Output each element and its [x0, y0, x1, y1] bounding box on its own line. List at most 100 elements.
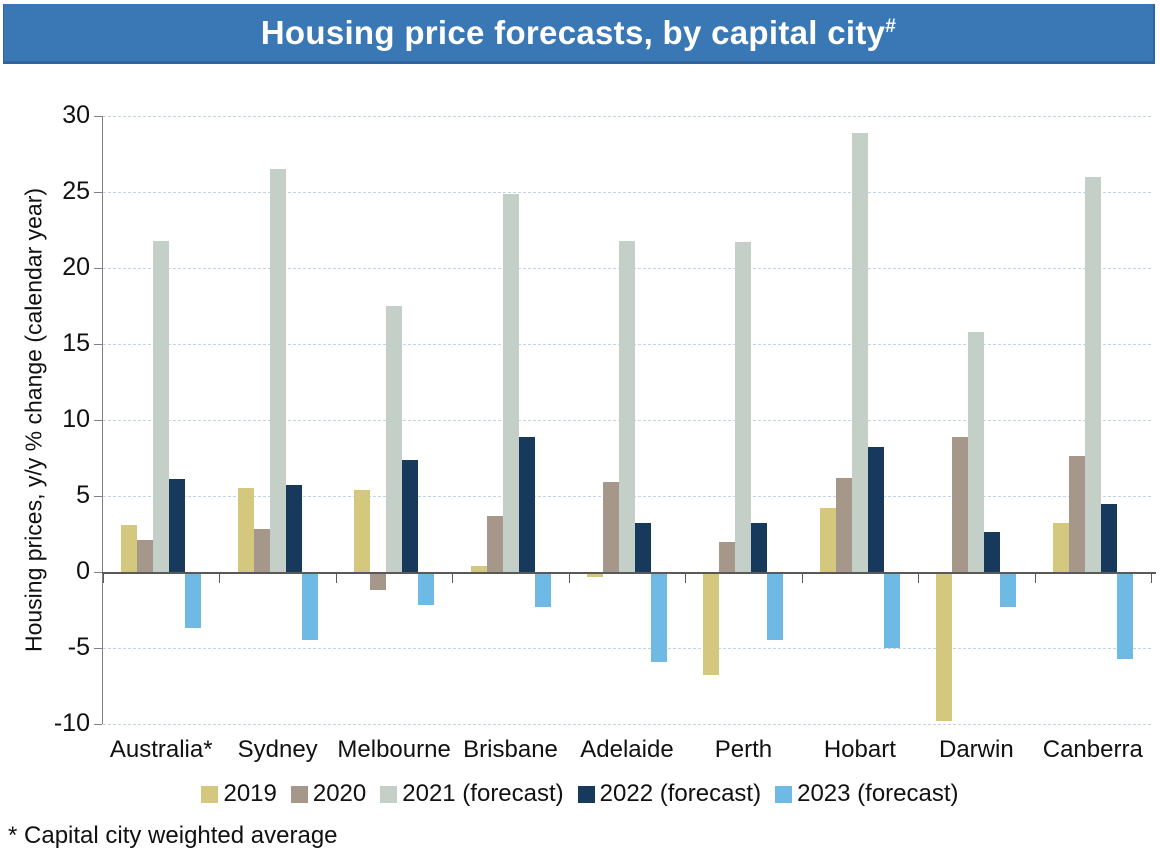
bar: [1068, 456, 1085, 572]
y-axis-tick: [94, 344, 102, 345]
bar: [883, 572, 900, 648]
bar: [386, 306, 403, 572]
title-banner: Housing price forecasts, by capital city…: [3, 4, 1155, 64]
y-axis-line: [102, 116, 103, 724]
legend-item: 2022 (forecast): [577, 780, 762, 808]
legend-label: 2020: [312, 780, 367, 807]
bar: [867, 447, 884, 572]
bar: [153, 240, 170, 572]
bar: [767, 572, 784, 641]
bar: [719, 541, 736, 572]
x-axis-label: Brisbane: [463, 736, 558, 763]
legend-label: 2019: [223, 780, 277, 807]
x-axis-label: Perth: [714, 736, 773, 763]
y-axis-tick: [94, 572, 102, 573]
gridline: [103, 724, 1151, 725]
legend-label: 2022 (forecast): [599, 780, 762, 807]
legend-item: 2019: [201, 780, 277, 808]
bar: [237, 488, 254, 572]
bar: [418, 572, 435, 606]
y-tick-label: 30: [62, 101, 90, 129]
gridline: [103, 116, 1151, 117]
bar: [968, 331, 985, 572]
x-axis-tick: [685, 574, 687, 583]
bar: [502, 193, 519, 572]
y-tick-label: 5: [76, 481, 90, 509]
x-axis-tick: [918, 574, 920, 583]
legend-item: 2020: [290, 780, 367, 808]
bar: [1084, 176, 1101, 572]
x-axis-label: Hobart: [823, 736, 896, 763]
legend-swatch: [290, 785, 308, 803]
x-axis-label: Canberra: [1042, 736, 1143, 763]
chart-title-superscript: #: [885, 15, 897, 37]
y-tick-label: -5: [67, 633, 90, 661]
x-axis-tick: [103, 574, 104, 583]
x-axis-tick: [335, 574, 337, 583]
bar: [301, 572, 318, 641]
x-axis-tick: [219, 574, 221, 583]
x-axis-tick: [801, 574, 803, 583]
bar: [835, 477, 852, 572]
bar: [936, 572, 953, 721]
bar: [587, 572, 603, 577]
bar: [253, 529, 270, 572]
x-axis-tick: [568, 574, 570, 583]
y-axis-tick: [94, 724, 102, 725]
x-axis-line: [102, 572, 1156, 574]
y-axis-tick: [94, 420, 102, 421]
legend-swatch: [577, 785, 595, 803]
y-axis-tick: [94, 192, 102, 193]
bar: [402, 459, 419, 572]
legend-label: 2023 (forecast): [797, 780, 959, 807]
legend-item: 2023 (forecast): [775, 780, 959, 808]
x-axis-label: Sydney: [237, 736, 318, 763]
bar: [1116, 572, 1133, 659]
bar: [651, 572, 667, 662]
gridline: [103, 648, 1151, 649]
y-tick-label: 25: [62, 177, 90, 205]
footnote: * Capital city weighted average: [8, 822, 338, 849]
y-tick-label: 15: [62, 329, 90, 357]
bar: [470, 565, 487, 572]
bar: [518, 436, 535, 572]
x-axis-tick: [452, 574, 454, 583]
bar: [603, 482, 619, 572]
chart-title-text: Housing price forecasts, by capital city: [260, 13, 886, 51]
legend-swatch: [380, 785, 398, 803]
x-axis-label: Adelaide: [580, 736, 674, 763]
bar: [851, 132, 868, 572]
legend-swatch: [201, 785, 219, 803]
bar: [819, 508, 836, 572]
bar: [370, 572, 387, 591]
y-axis-tick: [94, 648, 102, 649]
gridline: [103, 192, 1151, 193]
bar: [137, 540, 154, 572]
bar: [1000, 572, 1017, 607]
x-axis-tick: [1151, 574, 1152, 583]
x-axis-tick: [1034, 574, 1036, 583]
y-tick-label: 20: [62, 253, 90, 281]
y-tick-label: 0: [76, 557, 90, 585]
x-axis-label: Melbourne: [337, 736, 451, 763]
bar: [751, 523, 768, 572]
bar: [1052, 523, 1069, 572]
legend: 2019 2020 2021 (forecast) 2022 (forecast) 20…: [0, 780, 1160, 808]
bar: [635, 523, 651, 572]
legend-swatch: [775, 785, 793, 803]
bar: [703, 572, 720, 676]
chart-title: Housing price forecasts, by capital city…: [261, 14, 896, 52]
bar: [169, 479, 186, 572]
bar: [285, 485, 302, 572]
y-axis-tick: [94, 268, 102, 269]
bar: [952, 436, 969, 572]
legend-label: 2021 (forecast): [402, 780, 564, 807]
x-axis-label: Darwin: [938, 736, 1014, 763]
y-tick-label: 10: [62, 405, 90, 433]
legend-item: 2021 (forecast): [380, 780, 564, 808]
bar: [269, 169, 286, 572]
bar: [534, 572, 551, 607]
y-axis-tick: [94, 496, 102, 497]
y-tick-label: -10: [53, 709, 90, 737]
x-axis-label: Australia*: [109, 736, 213, 763]
